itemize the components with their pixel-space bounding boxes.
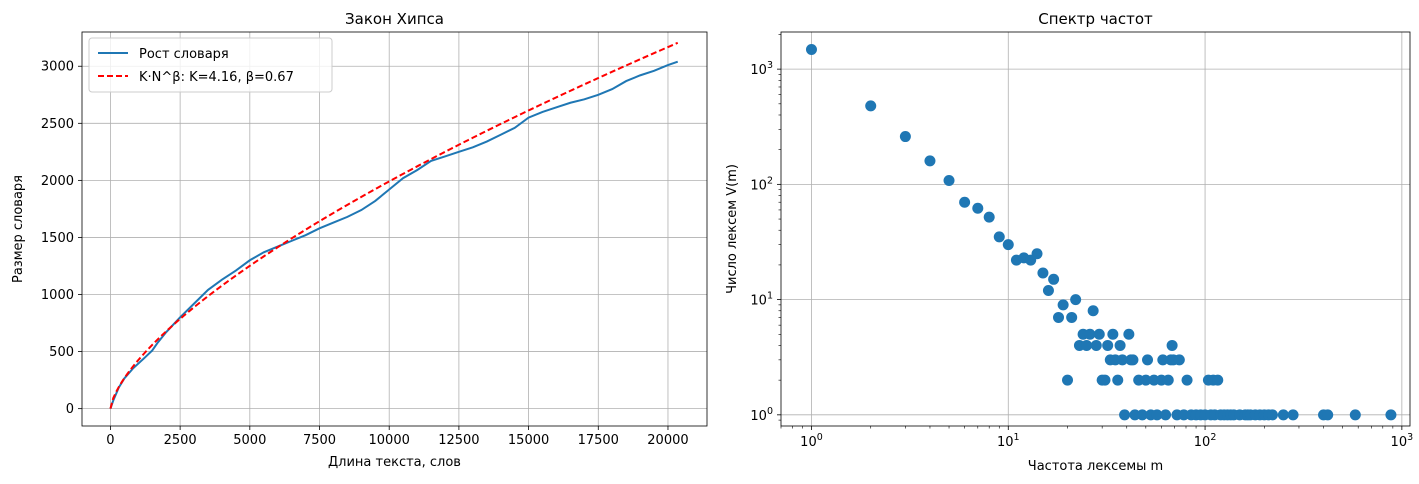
right-y-tick-label: 103 xyxy=(750,60,773,78)
scatter-point xyxy=(1157,354,1169,366)
scatter-point xyxy=(1102,339,1114,351)
scatter-point xyxy=(1212,374,1224,386)
scatter-point xyxy=(1070,294,1082,306)
scatter-point xyxy=(1062,374,1074,386)
scatter-point xyxy=(1107,328,1119,340)
right-x-tick-label: 102 xyxy=(1194,432,1217,450)
left-x-tick-label: 12500 xyxy=(438,433,479,448)
left-ticks: 0 2500 5000 7500 10000 12500 15000 17500 20000 0 5… xyxy=(41,60,689,448)
right-y-axis-label: Число лексем V(m) xyxy=(725,164,740,294)
scatter-point xyxy=(943,175,955,187)
scatter-point xyxy=(1042,284,1054,296)
left-x-tick-label: 10000 xyxy=(369,433,410,448)
scatter-point xyxy=(1173,354,1185,366)
scatter-point xyxy=(1112,374,1124,386)
scatter-point xyxy=(1136,409,1148,421)
scatter-point xyxy=(865,100,877,112)
scatter-point xyxy=(1142,354,1154,366)
left-x-tick-label: 2500 xyxy=(164,433,197,448)
scatter-point xyxy=(1385,409,1397,421)
scatter-point xyxy=(1119,409,1131,421)
right-x-tick-label: 100 xyxy=(800,432,823,450)
left-chart-title: Закон Хипса xyxy=(345,10,444,28)
left-y-tick-label: 1000 xyxy=(41,288,74,303)
left-x-tick-label: 5000 xyxy=(233,433,266,448)
scatter-point xyxy=(1037,267,1049,279)
scatter-point xyxy=(1053,311,1065,323)
scatter-point xyxy=(1057,299,1069,311)
right-x-tick-label: 101 xyxy=(997,432,1020,450)
left-x-tick-label: 7500 xyxy=(303,433,336,448)
scatter-point xyxy=(1081,339,1093,351)
scatter-point xyxy=(1277,409,1289,421)
right-plot-frame xyxy=(780,31,1411,427)
left-grid xyxy=(82,32,707,426)
right-grid xyxy=(781,32,1410,426)
right-y-tick-label: 102 xyxy=(750,175,773,193)
left-legend: Рост словаря K·N^β: K=4.16, β=0.67 xyxy=(88,37,333,93)
scatter-point xyxy=(1266,409,1278,421)
right-x-tick-label: 103 xyxy=(1391,432,1414,450)
series-line-fit xyxy=(109,41,679,409)
right-points xyxy=(805,44,1397,421)
left-x-tick-label: 0 xyxy=(106,433,114,448)
scatter-point xyxy=(1114,339,1126,351)
scatter-point xyxy=(805,44,817,56)
scatter-point xyxy=(1093,328,1105,340)
right-y-tick-label: 101 xyxy=(750,291,773,309)
scatter-point xyxy=(1162,374,1174,386)
right-chart-title: Спектр частот xyxy=(1038,10,1153,28)
scatter-point xyxy=(1048,273,1060,285)
scatter-point xyxy=(1116,354,1128,366)
scatter-point xyxy=(983,211,995,223)
right-y-tick-label: 100 xyxy=(750,406,773,424)
scatter-point xyxy=(1322,409,1334,421)
left-plot-frame xyxy=(81,31,708,427)
scatter-point xyxy=(1099,374,1111,386)
left-series xyxy=(109,41,679,409)
right-ticks: 100 101 102 103 100 101 102 103 xyxy=(750,34,1413,450)
scatter-point xyxy=(1084,328,1096,340)
scatter-point xyxy=(1087,305,1099,317)
left-x-tick-label: 17500 xyxy=(578,433,619,448)
left-y-axis-label: Размер словаря xyxy=(11,175,26,283)
scatter-point xyxy=(1066,311,1078,323)
scatter-point xyxy=(1140,374,1152,386)
left-y-tick-label: 1500 xyxy=(41,231,74,246)
scatter-point xyxy=(1181,374,1193,386)
left-y-tick-label: 500 xyxy=(49,345,74,360)
scatter-point xyxy=(924,155,936,167)
scatter-point xyxy=(972,202,984,214)
scatter-point xyxy=(1123,328,1135,340)
left-y-tick-label: 2000 xyxy=(41,174,74,189)
scatter-point xyxy=(1287,409,1299,421)
scatter-point xyxy=(1090,339,1102,351)
legend-label-growth: Рост словаря xyxy=(139,47,229,62)
series-line-growth xyxy=(109,60,679,409)
scatter-point xyxy=(1031,248,1043,260)
scatter-point xyxy=(899,131,911,143)
legend-frame xyxy=(88,37,333,93)
left-x-tick-label: 15000 xyxy=(508,433,549,448)
left-x-axis-label: Длина текста, слов xyxy=(328,455,461,470)
left-y-tick-label: 0 xyxy=(66,402,74,417)
scatter-point xyxy=(959,196,971,208)
scatter-point xyxy=(1002,239,1014,251)
scatter-point xyxy=(993,231,1005,243)
scatter-point xyxy=(1151,409,1163,421)
left-y-tick-label: 2500 xyxy=(41,117,74,132)
legend-label-fit: K·N^β: K=4.16, β=0.67 xyxy=(139,70,294,85)
scatter-point xyxy=(1166,339,1178,351)
left-x-tick-label: 20000 xyxy=(647,433,688,448)
scatter-point xyxy=(1349,409,1361,421)
scatter-point xyxy=(1160,409,1172,421)
frequency-spectrum-chart: 100 101 102 103 100 101 102 103 Спектр частот Ч… xyxy=(725,10,1413,474)
scatter-point xyxy=(1127,354,1139,366)
right-x-axis-label: Частота лексемы m xyxy=(1028,459,1163,474)
left-y-tick-label: 3000 xyxy=(41,60,74,75)
heaps-law-chart: 0 2500 5000 7500 10000 12500 15000 17500 20000 0 5… xyxy=(11,10,708,470)
